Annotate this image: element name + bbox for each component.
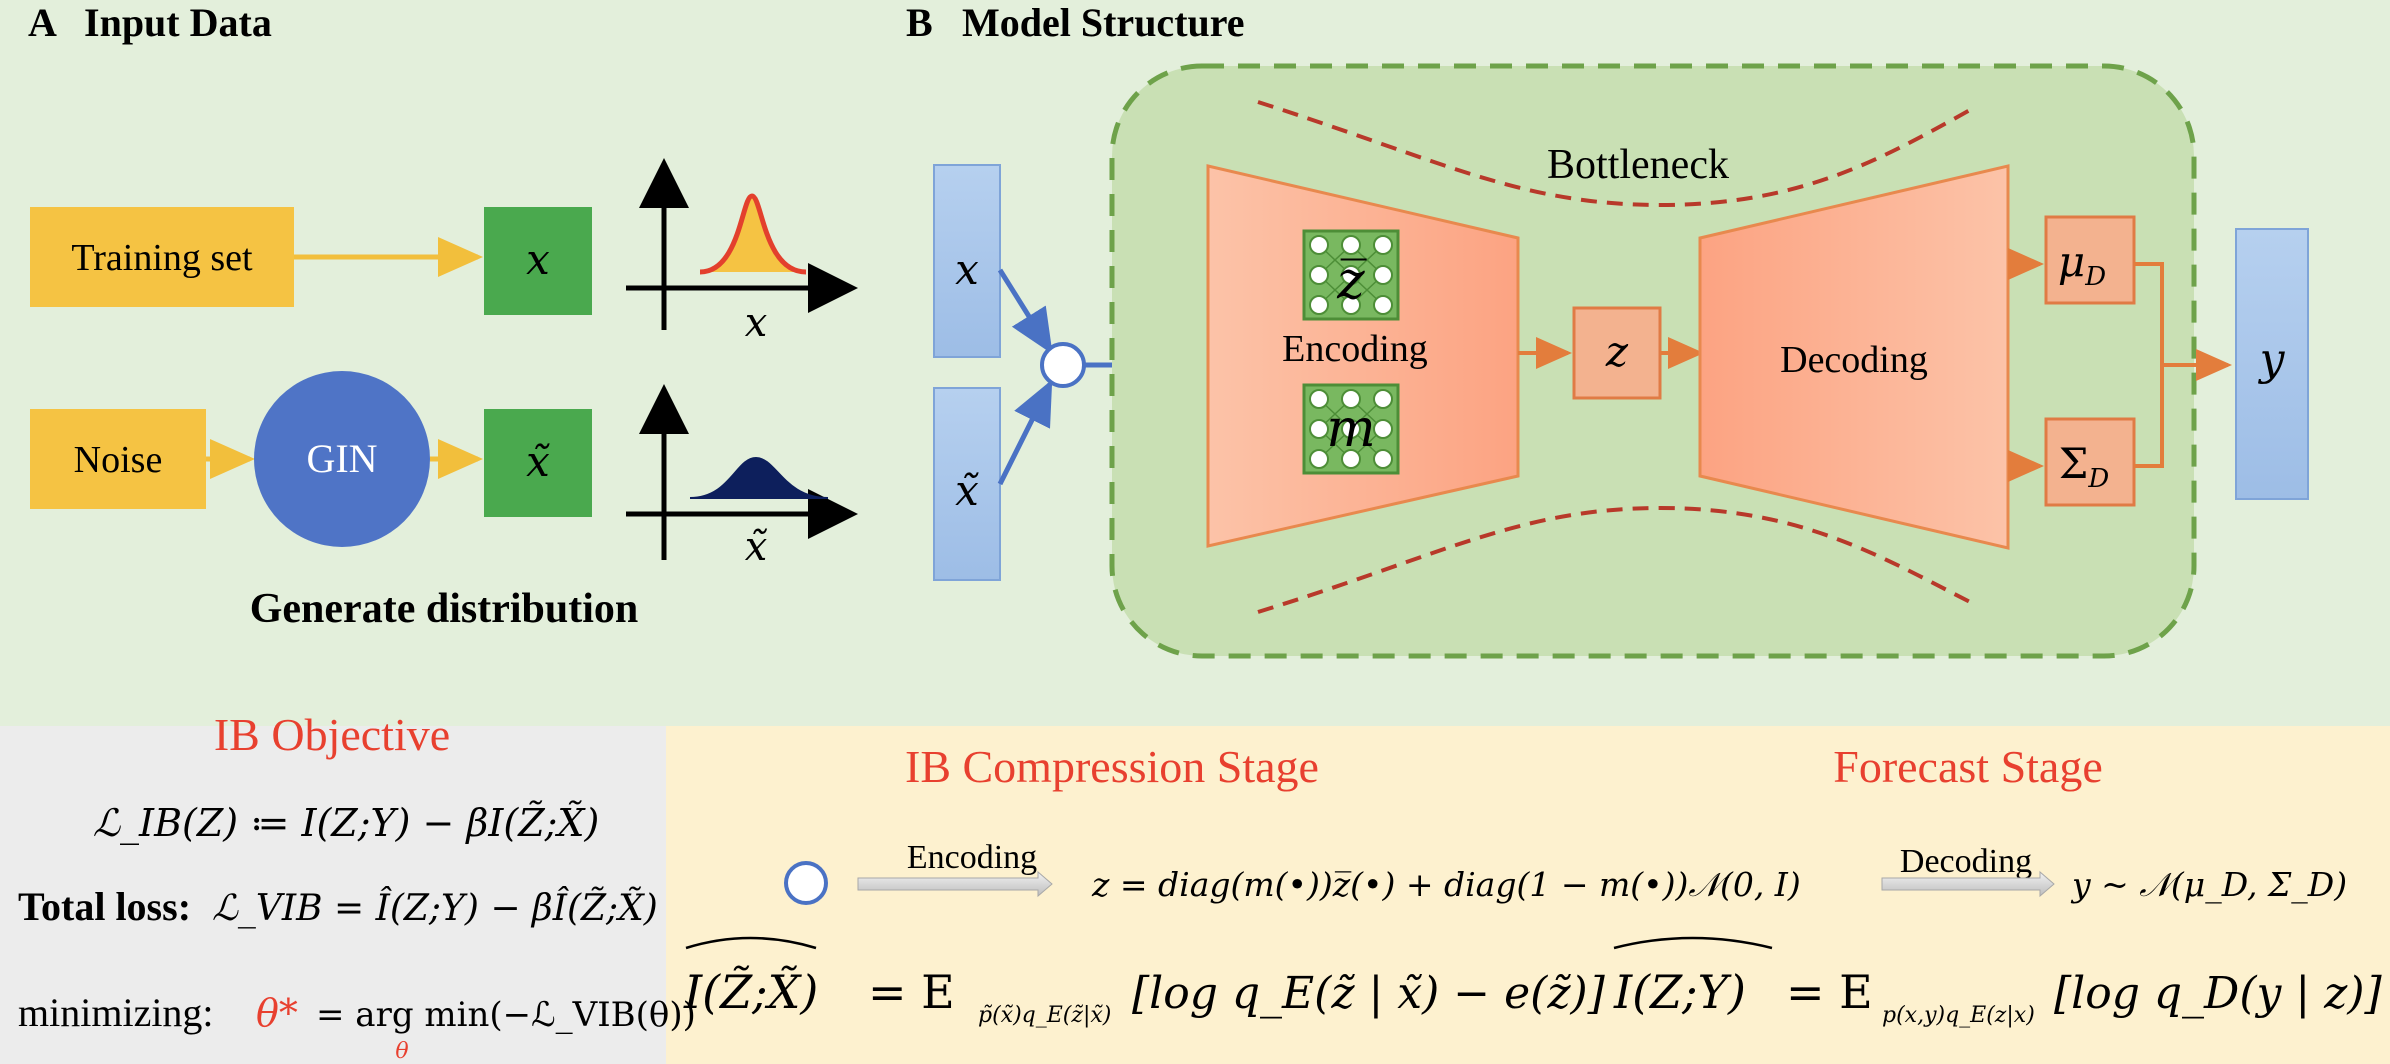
gin-label: GIN <box>306 436 377 481</box>
theta-subscript: θ <box>395 1039 408 1064</box>
z-latent-box <box>1572 306 1662 400</box>
x-distribution-outline <box>699 193 807 275</box>
bottleneck-top-curve <box>1257 100 1971 208</box>
theta-star: θ* <box>256 991 298 1035</box>
x-tilde-label: x̃ <box>526 437 550 486</box>
encoding-label: Encoding <box>1282 328 1428 370</box>
mu-label: μD <box>2058 237 2106 292</box>
encoding-arrow-label: Encoding <box>907 839 1037 876</box>
x-tilde-box <box>484 409 592 517</box>
x-sample-label: x <box>526 235 550 284</box>
bottleneck-label: Bottleneck <box>1547 142 1729 188</box>
z-sampling-formula: z = diag(m(•))z̅(•) + diag(1 − m(•))𝒩(0,… <box>1091 865 1801 904</box>
forecast-stage-title: Forecast Stage <box>1833 741 2103 792</box>
objective-panel-background <box>0 726 666 1064</box>
panel-a-label: A <box>28 0 57 45</box>
z-latent-label: z <box>1605 327 1629 376</box>
x-dist-axis-label: x <box>745 300 768 346</box>
xtilde-distribution-curve <box>689 456 829 499</box>
minimizing-formula: = arg min(−ℒ_VIB(θ)) <box>316 995 696 1035</box>
xtilde-dist-axis-label: x̃ <box>745 524 768 570</box>
decoding-label: Decoding <box>1780 339 1928 381</box>
decoding-arrow <box>1881 870 2055 898</box>
decoder-block <box>1698 164 2010 550</box>
total-loss-formula: ℒ_VIB = Î(Z;Y) − βÎ(Z̃;X̃) <box>212 887 658 929</box>
generate-distribution-caption: Generate distribution <box>250 586 638 632</box>
mi-zy-subscript: p(x,y)q_E(z|x) <box>1882 1003 2035 1028</box>
panel-a-title: Input Data <box>84 0 272 45</box>
panel-b-title: Model Structure <box>962 0 1245 45</box>
mi-zy-lhs: I(Z;Y) <box>1613 965 1746 1019</box>
decoding-arrow-label: Decoding <box>1900 843 2032 880</box>
y-distribution-formula: y ~ 𝒩(μ_D, Σ_D) <box>2070 865 2347 905</box>
mi-zy-body: [log q_D(y | z)] <box>2054 968 2382 1019</box>
sigma-box <box>2044 417 2136 507</box>
bottleneck-bottom-curve <box>1257 505 1971 614</box>
objective-title: IB Objective <box>214 709 450 760</box>
merge-node <box>1040 342 1086 388</box>
z-bar-network <box>1302 229 1400 321</box>
mi-xz-subscript: p̃(x̃)q_E(z̃|x̃) <box>978 1003 1111 1028</box>
mi-zy-equals: = E <box>1786 965 1873 1019</box>
compression-stage-title: IB Compression Stage <box>905 741 1319 792</box>
minimizing-label: minimizing: <box>18 990 214 1035</box>
ib-formula: ℒ_IB(Z) ≔ I(Z;Y) − βI(Z̃;X̃) <box>93 801 600 846</box>
encoding-arrow <box>857 870 1053 898</box>
training-set-box <box>30 207 294 307</box>
mi-zy-hat <box>1613 936 1773 950</box>
output-y-box <box>2235 228 2309 500</box>
noise-box <box>30 409 206 509</box>
x-sample-box <box>484 207 592 315</box>
z-bar-label: z̅ <box>1336 251 1366 311</box>
input-x-tilde-label: x̃ <box>955 466 979 515</box>
mu-box <box>2044 215 2136 305</box>
input-node-icon <box>784 861 828 905</box>
m-network <box>1302 383 1400 475</box>
m-label: m <box>1326 399 1375 459</box>
gin-circle <box>254 371 430 547</box>
stages-panel-background <box>666 726 2390 1064</box>
output-y-label: y <box>2258 334 2286 385</box>
sigma-label: ΣD <box>2059 439 2110 494</box>
mi-xz-hat <box>685 936 817 950</box>
total-loss-label: Total loss: <box>18 884 191 929</box>
x-distribution-curve <box>702 196 804 272</box>
panel-b-label: B <box>906 0 933 45</box>
xtilde-to-merge-arrow <box>997 379 1053 486</box>
mi-xz-lhs: I(Z̃;X̃) <box>683 965 818 1019</box>
mi-xz-equals: = E <box>868 965 955 1019</box>
mi-xz-body: [log q_E(z̃ | x̃) − e(z̃)] <box>1132 968 1606 1019</box>
input-x-box <box>933 164 1001 358</box>
training-set-label: Training set <box>71 237 253 279</box>
encoder-block <box>1206 164 1520 548</box>
noise-label: Noise <box>74 439 163 481</box>
input-x-label: x <box>955 245 979 294</box>
x-to-merge-arrow <box>997 268 1053 355</box>
